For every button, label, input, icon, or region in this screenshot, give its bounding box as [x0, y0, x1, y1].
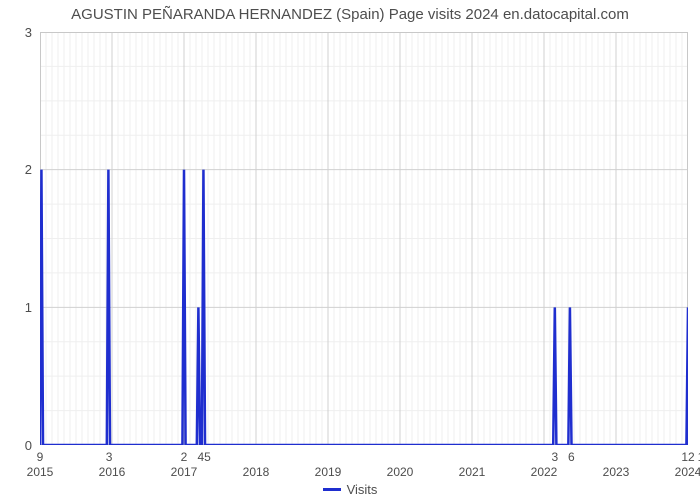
plot-area — [40, 32, 688, 445]
x-axis-tick-label: 2024 — [663, 465, 700, 479]
x-axis-tick-label: 2021 — [447, 465, 497, 479]
data-point-label: 45 — [197, 450, 210, 464]
data-point-label: 2 — [181, 450, 188, 464]
legend-label: Visits — [347, 482, 378, 497]
chart-title: AGUSTIN PEÑARANDA HERNANDEZ (Spain) Page… — [0, 6, 700, 23]
x-axis-tick-label: 2016 — [87, 465, 137, 479]
x-axis-tick-label: 2020 — [375, 465, 425, 479]
data-point-label: 3 — [551, 450, 558, 464]
x-axis-tick-label: 2022 — [519, 465, 569, 479]
data-point-label: 9 — [37, 450, 44, 464]
data-point-label: 3 — [106, 450, 113, 464]
x-axis-tick-label: 2018 — [231, 465, 281, 479]
y-axis-tick-label: 3 — [0, 25, 32, 40]
chart-svg — [40, 32, 688, 445]
x-axis-tick-label: 2015 — [15, 465, 65, 479]
legend-swatch — [323, 488, 341, 491]
x-axis-tick-label: 2019 — [303, 465, 353, 479]
y-axis-tick-label: 0 — [0, 438, 32, 453]
y-axis-tick-label: 1 — [0, 300, 32, 315]
legend: Visits — [0, 482, 700, 497]
x-axis-tick-label: 2023 — [591, 465, 641, 479]
x-axis-tick-label: 2017 — [159, 465, 209, 479]
data-point-label: 6 — [568, 450, 575, 464]
y-axis-tick-label: 2 — [0, 162, 32, 177]
chart-root: AGUSTIN PEÑARANDA HERNANDEZ (Spain) Page… — [0, 0, 700, 500]
data-point-label: 12 — [681, 450, 694, 464]
